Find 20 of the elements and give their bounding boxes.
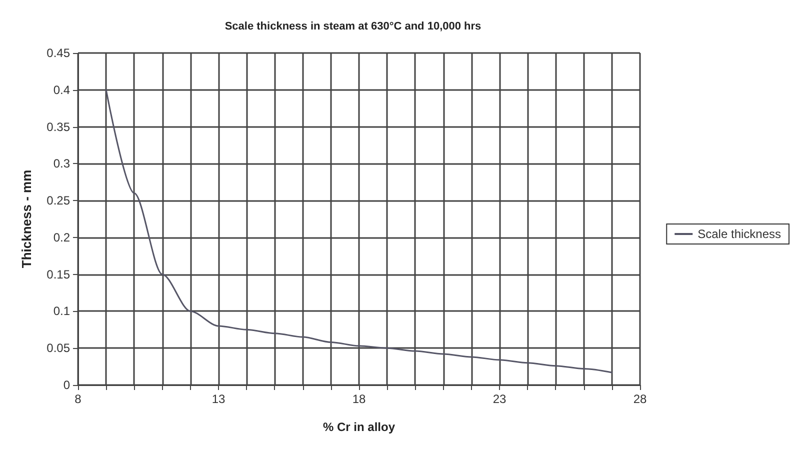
legend-label: Scale thickness bbox=[698, 227, 781, 241]
x-tick-label: 13 bbox=[212, 392, 226, 406]
x-tick-label: 28 bbox=[633, 392, 647, 406]
y-tick-label: 0.35 bbox=[46, 120, 70, 134]
y-tick-label: 0.25 bbox=[46, 194, 70, 208]
chart-title: Scale thickness in steam at 630°C and 10,000 hrs bbox=[224, 20, 482, 32]
line-series bbox=[105, 89, 613, 374]
x-tick-label: 23 bbox=[492, 392, 506, 406]
y-tick-label: 0.2 bbox=[53, 230, 70, 244]
x-tick-label: 8 bbox=[74, 392, 82, 406]
x-axis-title: % Cr in alloy bbox=[322, 420, 396, 434]
y-axis-title: Thickness - mm bbox=[19, 170, 34, 268]
y-tick-label: 0.1 bbox=[53, 304, 70, 318]
y-tick-label: 0.3 bbox=[53, 156, 70, 171]
x-tick-label: 18 bbox=[352, 392, 366, 406]
y-tick-label: 0.05 bbox=[46, 341, 70, 356]
y-tick-label: 0 bbox=[63, 378, 70, 392]
y-tick-label: 0.4 bbox=[53, 82, 70, 97]
y-tick-label: 0.15 bbox=[46, 267, 70, 282]
y-tick-label: 0.45 bbox=[46, 46, 70, 60]
